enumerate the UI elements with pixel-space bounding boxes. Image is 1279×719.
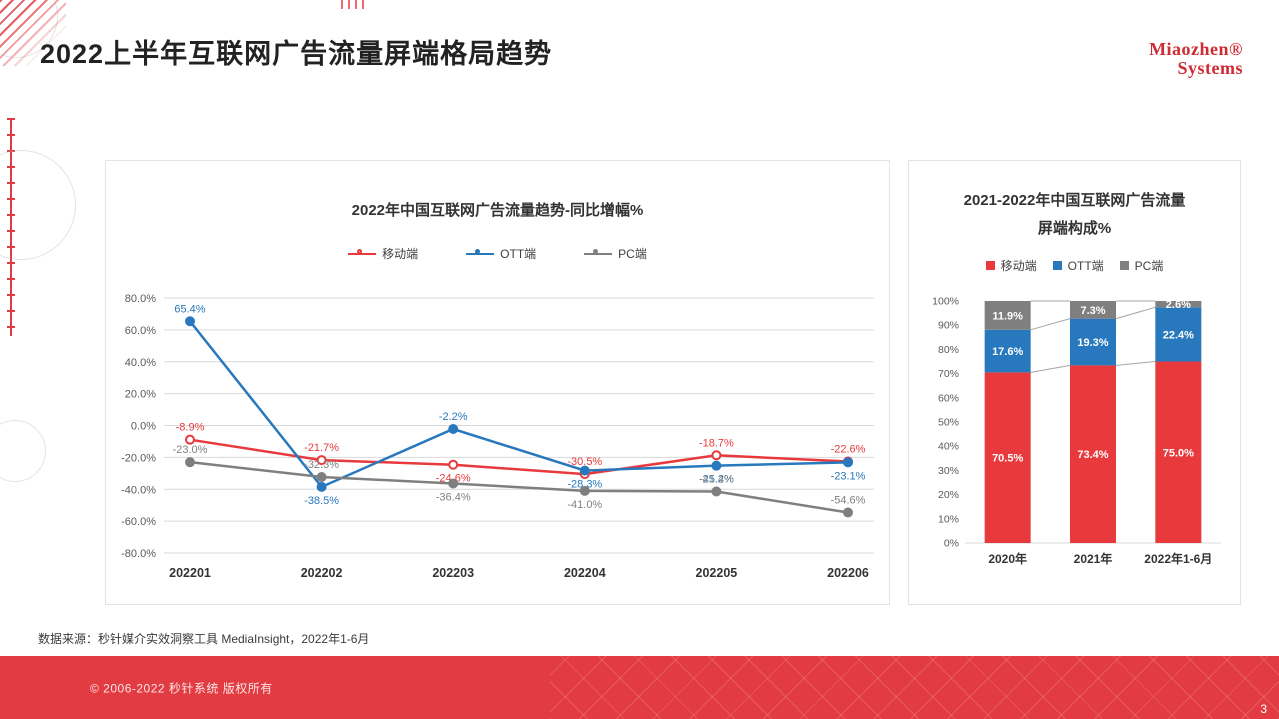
bar-chart-svg: 0% 10% 20% 30% 40% 50% 60% 70% 80% 90% 100% 70.5% 17… [932, 296, 1221, 566]
legend-item: 移动端 [348, 245, 418, 262]
svg-text:202205: 202205 [696, 566, 738, 580]
legend-marker [1052, 261, 1062, 270]
legend-item: 移动端 [985, 257, 1037, 274]
svg-text:-54.6%: -54.6% [831, 495, 866, 507]
svg-text:19.3%: 19.3% [1077, 337, 1108, 349]
svg-text:20.0%: 20.0% [125, 389, 156, 401]
legend-marker [985, 261, 995, 270]
footer-crosshatch-pattern [549, 656, 1279, 719]
svg-text:-22.6%: -22.6% [831, 444, 866, 456]
circle-decoration [0, 420, 46, 482]
legend-marker [466, 248, 495, 260]
svg-text:40%: 40% [938, 441, 959, 453]
svg-text:70%: 70% [938, 368, 959, 380]
svg-text:65.4%: 65.4% [174, 303, 205, 315]
legend-marker [1119, 261, 1129, 270]
legend-label: OTT端 [1067, 259, 1104, 273]
svg-text:100%: 100% [932, 296, 959, 308]
svg-text:-23.1%: -23.1% [831, 470, 866, 482]
svg-text:2022年1-6月: 2022年1-6月 [1144, 551, 1212, 566]
svg-text:-30.5%: -30.5% [567, 456, 602, 468]
circle-decoration [0, 150, 76, 260]
legend-label: 移动端 [382, 247, 419, 261]
svg-text:70.5%: 70.5% [992, 453, 1023, 465]
svg-text:80%: 80% [938, 344, 959, 356]
legend-label: PC端 [618, 247, 647, 261]
page-title: 2022上半年互联网广告流量屏端格局趋势 [40, 39, 553, 69]
svg-text:30%: 30% [938, 465, 959, 477]
svg-text:0.0%: 0.0% [131, 421, 156, 433]
line-chart-legend: 移动端 OTT端 PC端 [106, 245, 889, 262]
svg-text:202206: 202206 [827, 566, 869, 580]
bar-chart-legend: 移动端 OTT端 PC端 [909, 257, 1240, 274]
svg-text:-8.9%: -8.9% [176, 422, 205, 434]
legend-item: PC端 [1119, 257, 1164, 274]
svg-text:202201: 202201 [169, 566, 211, 580]
svg-text:60%: 60% [938, 392, 959, 404]
legend-label: OTT端 [500, 247, 537, 261]
svg-text:202204: 202204 [564, 566, 606, 580]
svg-text:20%: 20% [938, 489, 959, 501]
page-number: 3 [1260, 702, 1267, 716]
data-source-note: 数据来源：秒针媒介实效洞察工具 MediaInsight，2022年1-6月 [38, 632, 370, 646]
svg-text:-20.0%: -20.0% [121, 452, 156, 464]
svg-text:73.4%: 73.4% [1077, 449, 1108, 461]
svg-text:17.6%: 17.6% [992, 346, 1023, 358]
bar-chart-panel: 2021-2022年中国互联网广告流量 屏端构成% 移动端 OTT端 PC端 0% 1… [908, 160, 1241, 605]
legend-label: PC端 [1134, 259, 1164, 273]
svg-text:75.0%: 75.0% [1163, 447, 1194, 459]
svg-text:-60.0%: -60.0% [121, 516, 156, 528]
legend-marker [584, 248, 613, 260]
bar-chart-title: 2021-2022年中国互联网广告流量 屏端构成% [909, 187, 1240, 243]
svg-text:80.0%: 80.0% [125, 293, 156, 305]
svg-text:10%: 10% [938, 513, 959, 525]
legend-item: OTT端 [466, 245, 536, 262]
svg-text:-38.5%: -38.5% [304, 495, 339, 507]
svg-text:-40.0%: -40.0% [121, 484, 156, 496]
svg-text:40.0%: 40.0% [125, 357, 156, 369]
legend-item: OTT端 [1052, 257, 1104, 274]
legend-marker [348, 248, 377, 260]
miaozhen-logo: Miaozhen® Systems [1149, 39, 1243, 79]
footer-bar: © 2006-2022 秒针系统 版权所有 3 [0, 656, 1279, 719]
svg-text:22.4%: 22.4% [1163, 329, 1194, 341]
svg-text:-80.0%: -80.0% [121, 548, 156, 560]
svg-text:-25.2%: -25.2% [699, 474, 734, 486]
svg-text:-2.2%: -2.2% [439, 411, 468, 423]
svg-text:2021年: 2021年 [1074, 551, 1113, 566]
legend-label: 移动端 [1000, 259, 1037, 273]
bar-chart-title-line1: 2021-2022年中国互联网广告流量 [963, 192, 1186, 209]
svg-text:-18.7%: -18.7% [699, 437, 734, 449]
bar-chart-title-line2: 屏端构成% [1037, 219, 1112, 237]
svg-text:-23.0%: -23.0% [173, 444, 208, 456]
svg-text:-41.4%: -41.4% [699, 473, 734, 485]
line-chart-title: 2022年中国互联网广告流量趋势-同比增幅% [351, 202, 644, 219]
top-ticks-decoration [341, 0, 365, 9]
logo-line1: Miaozhen® [1149, 39, 1243, 59]
svg-text:50%: 50% [938, 417, 959, 429]
svg-text:-32.3%: -32.3% [304, 459, 339, 471]
svg-text:2.6%: 2.6% [1166, 299, 1191, 311]
svg-text:-41.0%: -41.0% [567, 499, 602, 511]
svg-text:-36.4%: -36.4% [436, 492, 471, 504]
svg-text:90%: 90% [938, 320, 959, 332]
svg-text:202203: 202203 [432, 566, 474, 580]
line-chart-svg: 80.0% 60.0% 40.0% 20.0% 0.0% -20.0% -40.0% -60.… [121, 293, 874, 580]
svg-text:11.9%: 11.9% [992, 310, 1023, 322]
svg-text:-21.7%: -21.7% [304, 442, 339, 454]
copyright-text: © 2006-2022 秒针系统 版权所有 [90, 681, 273, 695]
legend-item: PC端 [584, 245, 647, 262]
svg-text:60.0%: 60.0% [125, 325, 156, 337]
logo-line2: Systems [1177, 58, 1243, 79]
svg-text:0%: 0% [944, 538, 959, 550]
svg-text:2020年: 2020年 [988, 551, 1027, 566]
svg-text:-28.3%: -28.3% [567, 479, 602, 491]
svg-text:202202: 202202 [301, 566, 343, 580]
svg-text:7.3%: 7.3% [1080, 305, 1105, 317]
line-chart-panel: 2022年中国互联网广告流量趋势-同比增幅% 移动端 OTT端 PC端 80.0% 6… [105, 160, 890, 605]
